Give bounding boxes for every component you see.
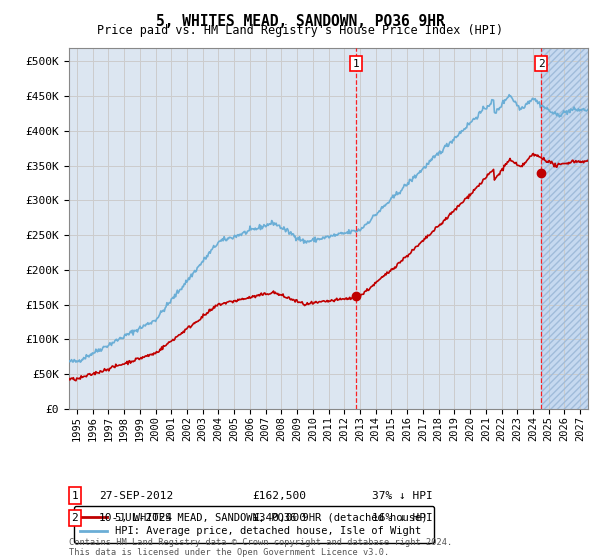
Text: 27-SEP-2012: 27-SEP-2012: [99, 491, 173, 501]
Text: 37% ↓ HPI: 37% ↓ HPI: [372, 491, 433, 501]
Text: 1: 1: [352, 59, 359, 68]
Legend: 5, WHITES MEAD, SANDOWN, PO36 9HR (detached house), HPI: Average price, detached: 5, WHITES MEAD, SANDOWN, PO36 9HR (detac…: [74, 506, 434, 543]
Text: 2: 2: [71, 513, 79, 523]
Text: Price paid vs. HM Land Registry's House Price Index (HPI): Price paid vs. HM Land Registry's House …: [97, 24, 503, 37]
Text: 16% ↓ HPI: 16% ↓ HPI: [372, 513, 433, 523]
Text: £340,000: £340,000: [252, 513, 306, 523]
Bar: [541, 48, 588, 409]
Text: 2: 2: [538, 59, 545, 68]
Text: 5, WHITES MEAD, SANDOWN, PO36 9HR: 5, WHITES MEAD, SANDOWN, PO36 9HR: [155, 14, 445, 29]
Text: 1: 1: [71, 491, 79, 501]
Text: Contains HM Land Registry data © Crown copyright and database right 2024.
This d: Contains HM Land Registry data © Crown c…: [69, 538, 452, 557]
Text: 10-JUL-2024: 10-JUL-2024: [99, 513, 173, 523]
Bar: [541, 48, 588, 409]
Text: £162,500: £162,500: [252, 491, 306, 501]
